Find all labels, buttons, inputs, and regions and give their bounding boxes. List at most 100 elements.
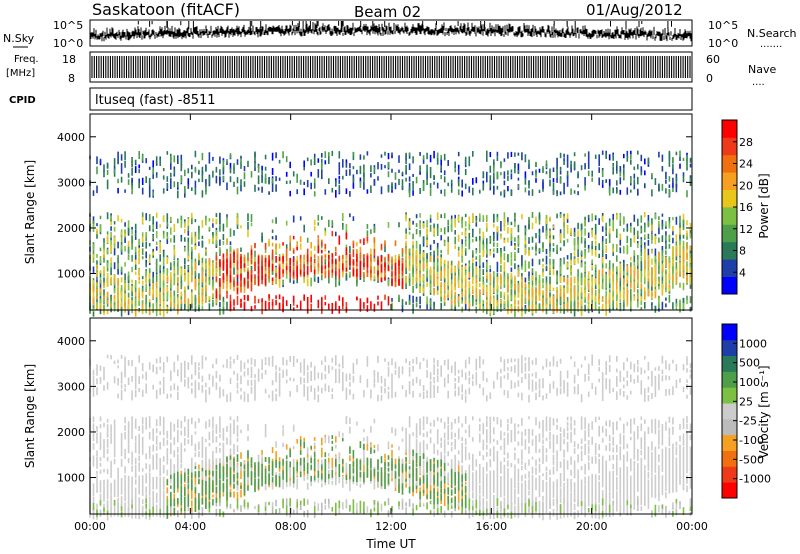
cpid-label: CPID — [9, 95, 36, 106]
power-colorbar-label-4: 20 — [739, 179, 753, 192]
freq-trace — [91, 56, 691, 78]
freq-right-tick-top: 60 — [706, 53, 720, 66]
velocity-ylabel: Slant Range [km] — [23, 364, 37, 468]
noise-right-tick-top: 10^5 — [708, 19, 738, 32]
velocity-xtick-label-1: 04:00 — [174, 520, 206, 533]
freq-label-line2: [MHz] — [6, 68, 35, 79]
velocity-colorbar-label-3: -25 — [739, 415, 757, 428]
velocity-colorbar-swatch-4 — [722, 418, 737, 436]
power-ylabel: Slant Range [km] — [23, 160, 37, 264]
noise-left-tick-top: 10^5 — [53, 19, 83, 32]
power-yaxis: 1000 2000 3000 4000 — [57, 131, 692, 281]
power-colorbar-label: Power [dB] — [757, 173, 771, 238]
noise-panel: N.Sky 10^5 10^0 10^5 10^0 N.Search ·····… — [3, 19, 797, 53]
power-scatter-bin-2 — [89, 150, 692, 317]
velocity-colorbar-swatch-0 — [722, 482, 737, 499]
velocity-colorbar-label: Velocity [m s⁻¹] — [757, 365, 771, 458]
power-colorbar-label-3: 16 — [739, 201, 753, 214]
nave-label: Nave — [748, 63, 776, 76]
power-colorbar-swatch-4 — [722, 207, 737, 225]
freq-panel: Freq. [MHz] 18 8 60 0 Nave ···· — [6, 51, 776, 91]
power-panel: 1000 2000 3000 4000 Slant Range [km] 4 8 12 16… — [23, 113, 771, 318]
freq-bars — [91, 56, 691, 78]
cpid-panel-frame — [89, 87, 693, 111]
velocity-ytick-label-0: 1000 — [57, 472, 85, 485]
velocity-colorbar-swatch-1 — [722, 466, 737, 483]
cpid-panel: CPID ltuseq (fast) -8511 — [9, 87, 693, 111]
velocity-colorbar-swatch-9 — [722, 339, 737, 357]
velocity-colorbar-frame — [721, 323, 738, 499]
power-colorbar-label-2: 12 — [739, 223, 753, 236]
power-colorbar-swatch-6 — [722, 172, 737, 190]
velocity-ytick-label-1: 2000 — [57, 426, 85, 439]
power-xticks — [89, 114, 693, 310]
velocity-colorbar-swatch-7 — [722, 371, 737, 388]
velocity-xtick-label-3: 12:00 — [375, 520, 407, 533]
noise-left-label: N.Sky — [3, 32, 35, 45]
noise-bars — [90, 22, 692, 42]
freq-left-tick-bottom: 8 — [68, 72, 75, 85]
power-ytick-label-3: 4000 — [57, 131, 85, 144]
power-colorbar-swatch-0 — [722, 276, 737, 295]
velocity-xtick-label-0: 00:00 — [74, 520, 106, 533]
velocity-colorbar-label-0: -1000 — [739, 473, 771, 486]
noise-left-tick-bottom: 10^0 — [53, 37, 83, 50]
freq-right-tick-bottom: 0 — [706, 72, 713, 85]
power-colorbar-label-1: 8 — [739, 245, 746, 258]
velocity-yaxis: 1000 2000 3000 4000 — [57, 335, 692, 485]
velocity-xtick-label-4: 16:00 — [475, 520, 507, 533]
velocity-xaxis: 00:00 04:00 08:00 12:00 16:00 20:00 00:00 — [74, 318, 708, 533]
power-scatter-bin-6 — [89, 235, 692, 317]
power-panel-frame — [89, 113, 693, 311]
power-ytick-label-2: 3000 — [57, 176, 85, 189]
velocity-xtick-label-6: 00:00 — [676, 520, 708, 533]
power-ytick-label-0: 1000 — [57, 268, 85, 281]
velocity-xlabel: Time UT — [365, 537, 416, 551]
velocity-xtick-label-2: 08:00 — [275, 520, 307, 533]
velocity-colorbar-label-7: 1000 — [739, 337, 767, 350]
power-scatter-bin-4 — [89, 212, 692, 318]
velocity-colorbar-swatch-6 — [722, 387, 737, 404]
power-colorbar-swatch-1 — [722, 259, 737, 277]
noise-right-label: N.Search — [747, 27, 797, 40]
velocity-ytick-label-3: 4000 — [57, 335, 85, 348]
power-colorbar-swatch-5 — [722, 189, 737, 208]
velocity-colorbar-label-1: -500 — [739, 453, 764, 466]
velocity-colorbar-label-6: 500 — [739, 357, 760, 370]
velocity-scatter-bin-5 — [89, 354, 692, 521]
power-colorbar-label-0: 4 — [739, 266, 746, 279]
nave-legend: ···· — [752, 80, 765, 91]
velocity-colorbar-label-5: 100 — [739, 376, 760, 389]
power-scatter-bin-9 — [215, 232, 404, 314]
power-colorbar-swatch-8 — [722, 137, 737, 156]
velocity-colorbar-swatch-5 — [722, 403, 737, 420]
velocity-colorbar-label-2: -100 — [739, 434, 764, 447]
velocity-colorbar-swatch-2 — [722, 450, 737, 467]
velocity-colorbar-label-4: 25 — [739, 395, 753, 408]
velocity-panel-frame — [89, 317, 693, 515]
power-colorbar-swatch-9 — [722, 120, 737, 138]
power-colorbar-swatch-2 — [722, 241, 737, 260]
noise-spikes — [137, 21, 672, 32]
date-title: 01/Aug/2012 — [586, 1, 683, 19]
velocity-panel: 1000 2000 3000 4000 00:00 04:00 08:00 12:00 16:… — [23, 317, 771, 551]
station-title: Saskatoon (fitACF) — [92, 0, 240, 19]
power-colorbar-swatch-7 — [722, 154, 737, 173]
velocity-colorbar-swatch-8 — [722, 355, 737, 372]
velocity-colorbar-swatch-10 — [722, 324, 737, 341]
power-scatter-bin-1 — [89, 150, 692, 316]
power-ytick-label-1: 2000 — [57, 222, 85, 235]
power-colorbar: 4 8 12 16 20 24 28 — [721, 119, 753, 295]
cpid-text: ltuseq (fast) -8511 — [95, 93, 216, 108]
freq-panel-frame — [89, 51, 693, 83]
power-scatter-bin-3 — [89, 150, 692, 316]
velocity-scatter — [89, 354, 692, 521]
freq-left-tick-top: 18 — [62, 53, 76, 66]
power-colorbar-swatch-3 — [722, 224, 737, 243]
velocity-ytick-label-2: 3000 — [57, 380, 85, 393]
beam-title: Beam 02 — [354, 3, 421, 21]
power-scatter-bin-5 — [89, 212, 692, 317]
velocity-xtick-label-5: 20:00 — [576, 520, 608, 533]
power-colorbar-label-6: 28 — [739, 136, 753, 149]
